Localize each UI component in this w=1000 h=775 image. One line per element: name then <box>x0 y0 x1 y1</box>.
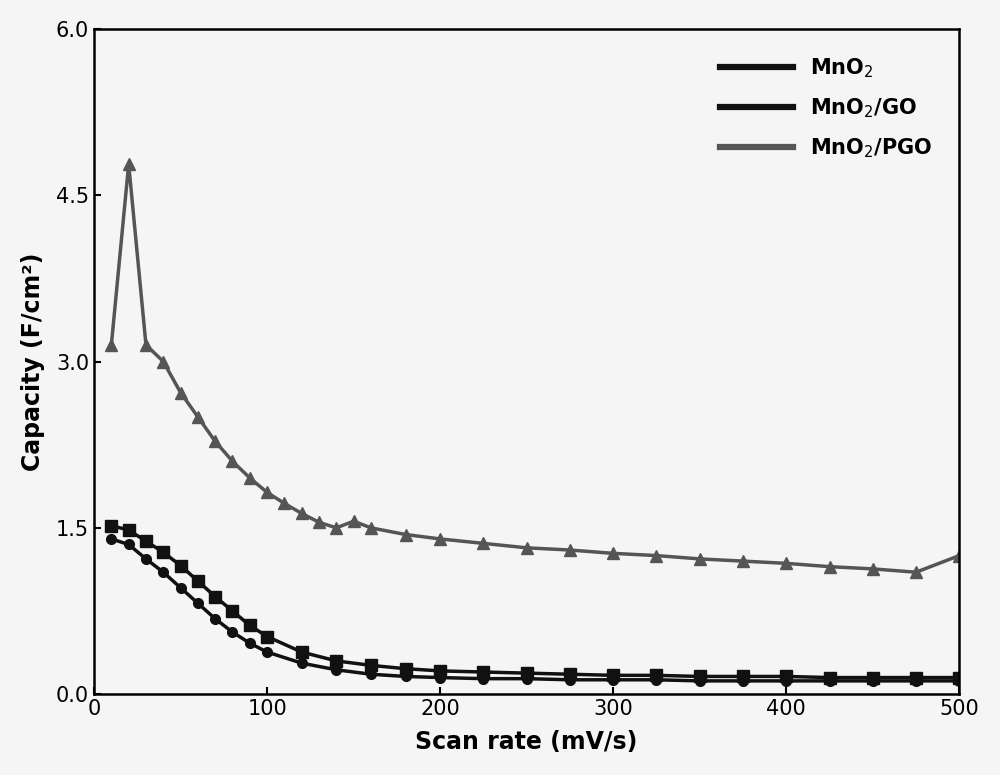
MnO$_2$/PGO <box>564 546 576 555</box>
MnO$_2$/PGO <box>910 567 922 577</box>
MnO$_2$/PGO <box>278 499 290 508</box>
MnO$_2$/GO <box>400 664 412 673</box>
MnO$_2$/GO <box>910 673 922 682</box>
MnO$_2$/PGO <box>607 549 619 558</box>
MnO$_2$/GO <box>694 672 706 681</box>
MnO$_2$/GO <box>226 606 238 615</box>
MnO$_2$/PGO <box>477 539 489 548</box>
MnO$_2$ <box>477 674 489 684</box>
MnO$_2$ <box>737 677 749 686</box>
MnO$_2$/PGO <box>434 534 446 543</box>
MnO$_2$ <box>123 540 135 549</box>
MnO$_2$ <box>175 583 187 592</box>
MnO$_2$ <box>192 598 204 608</box>
MnO$_2$/GO <box>650 670 662 680</box>
MnO$_2$/GO <box>175 561 187 570</box>
MnO$_2$/PGO <box>400 530 412 539</box>
MnO$_2$/GO <box>564 670 576 679</box>
MnO$_2$/PGO <box>365 523 377 532</box>
MnO$_2$/PGO <box>867 564 879 573</box>
MnO$_2$ <box>226 628 238 637</box>
MnO$_2$/PGO <box>296 509 308 518</box>
MnO$_2$ <box>140 554 152 563</box>
MnO$_2$ <box>607 675 619 684</box>
Y-axis label: Capacity (F/cm²): Capacity (F/cm²) <box>21 253 45 470</box>
MnO$_2$/PGO <box>824 562 836 571</box>
MnO$_2$/PGO <box>123 160 135 169</box>
MnO$_2$/GO <box>244 621 256 630</box>
MnO$_2$/PGO <box>105 340 117 350</box>
MnO$_2$/GO <box>209 592 221 601</box>
MnO$_2$ <box>867 677 879 686</box>
MnO$_2$ <box>209 614 221 623</box>
MnO$_2$ <box>824 677 836 686</box>
MnO$_2$/PGO <box>244 474 256 483</box>
Line: MnO$_2$/GO: MnO$_2$/GO <box>106 520 965 683</box>
MnO$_2$/PGO <box>694 554 706 563</box>
MnO$_2$ <box>365 670 377 679</box>
MnO$_2$/GO <box>824 673 836 682</box>
MnO$_2$ <box>244 639 256 648</box>
MnO$_2$/PGO <box>737 556 749 566</box>
MnO$_2$ <box>330 665 342 674</box>
MnO$_2$/PGO <box>261 487 273 497</box>
MnO$_2$/GO <box>330 656 342 666</box>
MnO$_2$/GO <box>105 521 117 530</box>
MnO$_2$/PGO <box>650 551 662 560</box>
MnO$_2$/PGO <box>140 340 152 350</box>
Line: MnO$_2$/PGO: MnO$_2$/PGO <box>105 158 966 578</box>
MnO$_2$/PGO <box>953 551 965 560</box>
MnO$_2$/GO <box>434 666 446 676</box>
MnO$_2$ <box>105 534 117 543</box>
MnO$_2$ <box>564 675 576 684</box>
MnO$_2$ <box>780 677 792 686</box>
MnO$_2$/GO <box>157 548 169 557</box>
MnO$_2$ <box>910 677 922 686</box>
MnO$_2$/GO <box>737 672 749 681</box>
MnO$_2$/PGO <box>226 456 238 466</box>
MnO$_2$ <box>261 647 273 656</box>
MnO$_2$/GO <box>867 673 879 682</box>
MnO$_2$ <box>650 675 662 684</box>
MnO$_2$/GO <box>477 667 489 677</box>
MnO$_2$ <box>521 674 533 684</box>
MnO$_2$/GO <box>953 673 965 682</box>
MnO$_2$ <box>434 673 446 682</box>
MnO$_2$/PGO <box>192 412 204 422</box>
MnO$_2$/PGO <box>175 388 187 398</box>
MnO$_2$/PGO <box>780 559 792 568</box>
MnO$_2$/GO <box>521 669 533 678</box>
MnO$_2$/PGO <box>330 523 342 532</box>
Legend: MnO$_2$, MnO$_2$/GO, MnO$_2$/PGO: MnO$_2$, MnO$_2$/GO, MnO$_2$/PGO <box>704 40 949 177</box>
MnO$_2$ <box>296 659 308 668</box>
MnO$_2$/PGO <box>521 543 533 553</box>
MnO$_2$/GO <box>123 525 135 535</box>
MnO$_2$/GO <box>296 647 308 656</box>
MnO$_2$/GO <box>365 661 377 670</box>
MnO$_2$/GO <box>140 536 152 546</box>
MnO$_2$ <box>157 567 169 577</box>
MnO$_2$/PGO <box>209 436 221 446</box>
MnO$_2$/PGO <box>157 356 169 366</box>
MnO$_2$ <box>400 672 412 681</box>
MnO$_2$/PGO <box>348 517 360 526</box>
MnO$_2$ <box>953 677 965 686</box>
MnO$_2$/GO <box>780 672 792 681</box>
X-axis label: Scan rate (mV/s): Scan rate (mV/s) <box>415 730 638 754</box>
Line: MnO$_2$: MnO$_2$ <box>106 534 964 686</box>
MnO$_2$ <box>694 677 706 686</box>
MnO$_2$/GO <box>261 632 273 641</box>
MnO$_2$/GO <box>192 577 204 586</box>
MnO$_2$/GO <box>607 670 619 680</box>
MnO$_2$/PGO <box>313 518 325 527</box>
